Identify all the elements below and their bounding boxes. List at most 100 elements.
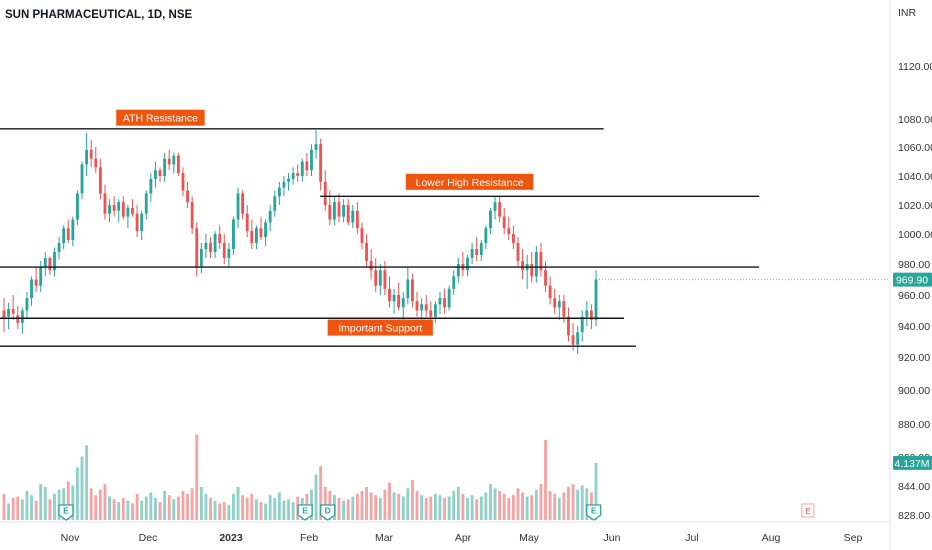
time-tick-label: 2023 <box>219 532 243 544</box>
event-marker <box>320 504 336 521</box>
time-tick-label: Sep <box>844 532 863 544</box>
candle-body <box>562 301 566 317</box>
volume-bar <box>553 493 557 520</box>
volume-bar <box>374 495 378 520</box>
candle-body <box>534 252 538 277</box>
candle-body <box>310 149 313 171</box>
candle-body <box>452 276 456 289</box>
event-marker <box>586 504 602 521</box>
candle-body <box>172 155 176 165</box>
volume-bar <box>323 486 327 520</box>
price-candles <box>2 130 598 354</box>
candle-body <box>351 210 355 223</box>
candle-body <box>117 202 121 211</box>
price-tick-label: 1040.00 <box>898 171 932 183</box>
event-marker-label: D <box>325 506 331 516</box>
candle-body <box>489 210 492 229</box>
volume-bar <box>213 500 217 520</box>
volume-bar <box>227 504 231 520</box>
candle-body <box>80 164 84 194</box>
volume-bar <box>181 491 185 520</box>
annotation-box <box>327 319 433 336</box>
candle-body <box>163 158 167 176</box>
candle-body <box>222 243 226 258</box>
volume-bar <box>126 500 130 520</box>
volume-bar <box>397 493 401 520</box>
volume-bar <box>378 497 382 520</box>
volume-bar <box>291 502 295 520</box>
candle-body <box>167 158 171 165</box>
volume-bar <box>163 491 167 520</box>
last-price-label: 969.90 <box>896 275 928 287</box>
volume-bar <box>204 493 208 520</box>
volume-bar <box>112 499 116 520</box>
volume-bar <box>521 492 524 520</box>
candle-body <box>401 298 405 308</box>
chart-title: SUN PHARMACEUTICAL, 1D, NSE <box>5 9 193 21</box>
volume-bar <box>108 496 111 520</box>
volume-bar <box>232 493 235 520</box>
candle-body <box>144 193 148 214</box>
candle-body <box>282 181 286 188</box>
volume-bar <box>66 481 70 520</box>
annotation-label: Lower High Resistance <box>416 177 524 189</box>
candle-body <box>332 202 336 220</box>
price-tick-label: 880.00 <box>898 419 930 431</box>
volume-bar <box>411 479 414 520</box>
candle-body <box>544 270 547 286</box>
candle-body <box>53 252 56 271</box>
candle-body <box>213 234 217 252</box>
volume-bar <box>94 495 98 520</box>
volume-bar <box>236 486 240 520</box>
candle-body <box>66 228 70 240</box>
candle-body <box>576 332 580 345</box>
candle-body <box>438 298 442 305</box>
price-tick-label: 960.00 <box>898 290 930 302</box>
volume-bar <box>190 488 194 520</box>
last-price-badge <box>893 272 932 287</box>
horizontal-lines <box>0 128 760 347</box>
volume-bar <box>314 474 318 520</box>
candle-body <box>25 298 29 311</box>
volume-bar <box>30 495 33 520</box>
candle-body <box>236 193 240 220</box>
candle-body <box>135 213 139 232</box>
candle-body <box>443 298 446 308</box>
volume-bar <box>365 486 368 520</box>
price-tick-label: 940.00 <box>898 321 930 333</box>
candle-body <box>507 228 511 234</box>
volume-bar <box>98 489 102 520</box>
candle-body <box>470 249 474 258</box>
volume-bar <box>525 496 529 520</box>
volume-bar <box>245 497 249 520</box>
candle-body <box>585 310 589 317</box>
volume-bar <box>195 434 199 520</box>
candle-body <box>360 228 364 243</box>
candle-body <box>76 193 79 220</box>
candle-body <box>48 258 52 271</box>
volume-bar <box>466 497 469 520</box>
candle-body <box>277 187 281 197</box>
volume-bar <box>254 499 258 520</box>
volume-bar <box>53 493 56 520</box>
time-tick-label: May <box>519 532 540 544</box>
time-tick-label: Mar <box>375 532 394 544</box>
volume-bar <box>484 492 488 520</box>
candle-body <box>20 310 24 323</box>
candle-body <box>539 252 543 271</box>
candle-body <box>580 316 584 333</box>
volume-bar <box>548 491 552 520</box>
candle-body <box>548 285 552 299</box>
candle-body <box>254 228 258 243</box>
volume-bar <box>25 491 29 520</box>
candle-body <box>186 190 189 203</box>
volume-bar <box>498 491 502 520</box>
last-volume-label: 4.137M <box>894 458 929 470</box>
volume-bar <box>342 500 346 520</box>
candle-body <box>89 149 93 159</box>
price-tick-label: 980.00 <box>898 259 930 271</box>
price-tick-label: 1000.00 <box>898 229 932 241</box>
candle-body <box>479 243 483 255</box>
